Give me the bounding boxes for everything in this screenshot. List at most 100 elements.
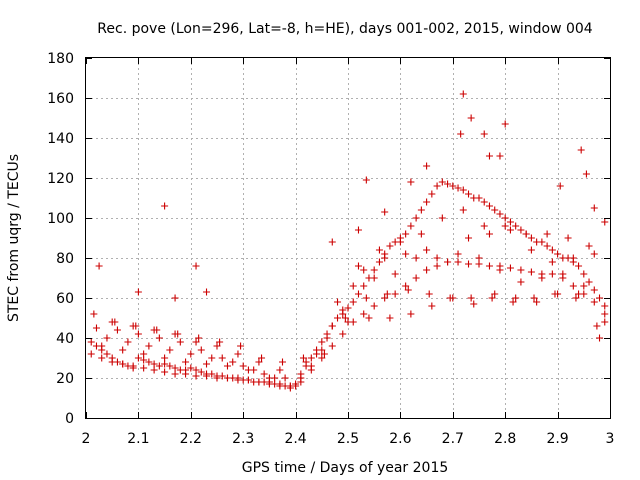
- data-point: [349, 282, 357, 290]
- data-point: [423, 198, 431, 206]
- x-tick-label: 2.4: [284, 431, 306, 447]
- data-point: [302, 358, 310, 366]
- data-point: [145, 358, 153, 366]
- data-point: [381, 208, 389, 216]
- data-point: [517, 278, 525, 286]
- data-point: [423, 162, 431, 170]
- data-point: [381, 294, 389, 302]
- data-point: [480, 198, 488, 206]
- data-point: [111, 318, 119, 326]
- data-point: [467, 114, 475, 122]
- data-point: [601, 218, 609, 226]
- data-point: [203, 360, 211, 368]
- y-tick-label: 80: [56, 251, 74, 267]
- data-point: [548, 270, 556, 278]
- data-point: [596, 334, 604, 342]
- data-point: [323, 334, 331, 342]
- data-point: [239, 362, 247, 370]
- y-tick-label: 140: [47, 131, 74, 147]
- data-point: [386, 242, 394, 250]
- data-point: [223, 374, 231, 382]
- data-point: [530, 294, 538, 302]
- data-point: [407, 222, 415, 230]
- data-point: [166, 362, 174, 370]
- data-point: [556, 182, 564, 190]
- data-point: [396, 238, 404, 246]
- data-point: [344, 304, 352, 312]
- data-point: [161, 354, 169, 362]
- data-point: [171, 370, 179, 378]
- data-point: [161, 368, 169, 376]
- chart-title: Rec. pove (Lon=296, Lat=-8, h=HE), days …: [97, 21, 593, 37]
- data-point: [174, 330, 182, 338]
- data-point: [423, 266, 431, 274]
- data-point: [132, 322, 140, 330]
- data-point: [491, 206, 499, 214]
- data-point: [354, 290, 362, 298]
- data-point: [265, 374, 273, 382]
- x-tick-label: 2.6: [389, 431, 411, 447]
- data-point: [103, 350, 111, 358]
- data-point: [297, 374, 305, 382]
- data-point: [575, 290, 583, 298]
- data-point: [433, 182, 441, 190]
- data-point: [95, 262, 103, 270]
- data-point: [559, 270, 567, 278]
- data-point: [590, 286, 598, 294]
- y-tick-label: 160: [47, 91, 74, 107]
- data-point: [407, 178, 415, 186]
- data-point: [564, 234, 572, 242]
- data-point: [203, 288, 211, 296]
- data-point: [551, 290, 559, 298]
- data-point: [488, 294, 496, 302]
- grid-lines: [86, 58, 610, 418]
- data-point: [527, 268, 535, 276]
- data-point: [119, 360, 127, 368]
- x-axis-label: GPS time / Days of year 2015: [242, 460, 449, 476]
- data-point: [590, 250, 598, 258]
- data-point: [480, 130, 488, 138]
- data-point: [590, 204, 598, 212]
- data-point: [360, 282, 368, 290]
- data-point: [292, 382, 300, 390]
- data-point: [370, 274, 378, 282]
- data-point: [255, 358, 263, 366]
- data-point: [485, 262, 493, 270]
- data-point: [153, 326, 161, 334]
- data-point: [454, 184, 462, 192]
- data-point: [582, 170, 590, 178]
- data-point: [433, 262, 441, 270]
- x-tick-label: 2: [82, 431, 91, 447]
- data-point: [465, 234, 473, 242]
- data-point: [134, 354, 142, 362]
- data-point: [501, 120, 509, 128]
- data-point: [496, 266, 504, 274]
- data-point: [465, 260, 473, 268]
- data-point: [318, 338, 326, 346]
- data-point: [601, 310, 609, 318]
- data-point: [276, 366, 284, 374]
- data-point: [182, 358, 190, 366]
- data-point: [428, 302, 436, 310]
- data-point: [459, 90, 467, 98]
- data-point: [572, 294, 580, 302]
- data-point: [569, 254, 577, 262]
- data-point: [412, 214, 420, 222]
- data-point: [237, 342, 245, 350]
- data-point: [412, 274, 420, 282]
- y-tick-label: 0: [65, 411, 74, 427]
- data-point: [391, 270, 399, 278]
- data-point: [543, 230, 551, 238]
- data-point: [299, 354, 307, 362]
- data-point: [134, 330, 142, 338]
- data-point: [90, 310, 98, 318]
- data-point: [318, 354, 326, 362]
- data-point: [341, 314, 349, 322]
- data-point: [522, 230, 530, 238]
- data-point: [192, 372, 200, 380]
- data-point: [444, 180, 452, 188]
- data-point: [192, 366, 200, 374]
- data-point: [171, 294, 179, 302]
- data-point: [601, 318, 609, 326]
- data-point: [548, 258, 556, 266]
